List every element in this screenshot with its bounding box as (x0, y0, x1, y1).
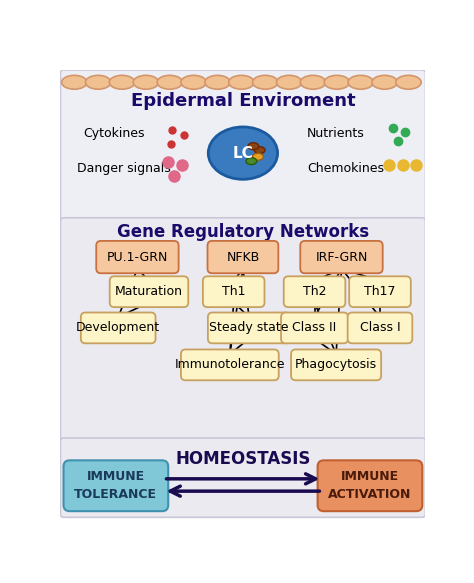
Ellipse shape (276, 75, 302, 89)
FancyBboxPatch shape (318, 461, 422, 511)
Text: Maturation: Maturation (115, 285, 183, 298)
FancyBboxPatch shape (61, 438, 425, 517)
Ellipse shape (301, 75, 326, 89)
Ellipse shape (208, 127, 278, 180)
Ellipse shape (248, 143, 259, 150)
FancyBboxPatch shape (208, 312, 290, 343)
FancyBboxPatch shape (347, 312, 412, 343)
Ellipse shape (324, 75, 349, 89)
FancyBboxPatch shape (181, 349, 279, 380)
Ellipse shape (348, 75, 374, 89)
Text: Class II: Class II (292, 321, 337, 335)
Text: IMMUNE
ACTIVATION: IMMUNE ACTIVATION (328, 470, 411, 501)
Ellipse shape (228, 75, 254, 89)
FancyBboxPatch shape (81, 312, 155, 343)
Text: Gene Regulatory Networks: Gene Regulatory Networks (117, 223, 369, 241)
FancyBboxPatch shape (64, 461, 168, 511)
Ellipse shape (133, 75, 159, 89)
Text: Immunotolerance: Immunotolerance (174, 359, 285, 371)
Ellipse shape (205, 75, 230, 89)
Ellipse shape (253, 153, 263, 160)
Text: HOMEOSTASIS: HOMEOSTASIS (175, 450, 310, 468)
Text: Nutrients: Nutrients (307, 127, 365, 141)
FancyBboxPatch shape (203, 276, 264, 307)
Text: Chemokines: Chemokines (307, 162, 384, 175)
Ellipse shape (254, 147, 265, 153)
FancyBboxPatch shape (349, 276, 411, 307)
Ellipse shape (396, 75, 421, 89)
FancyBboxPatch shape (284, 276, 346, 307)
FancyBboxPatch shape (281, 312, 348, 343)
Ellipse shape (181, 75, 206, 89)
FancyBboxPatch shape (291, 349, 381, 380)
Text: Epidermal Enviroment: Epidermal Enviroment (131, 92, 355, 110)
Text: Danger signals: Danger signals (77, 162, 171, 175)
Ellipse shape (372, 75, 397, 89)
FancyBboxPatch shape (61, 70, 425, 222)
FancyBboxPatch shape (61, 218, 425, 441)
Text: LC: LC (233, 146, 253, 161)
Ellipse shape (253, 75, 278, 89)
Ellipse shape (109, 75, 135, 89)
FancyBboxPatch shape (208, 241, 278, 273)
Text: Phagocytosis: Phagocytosis (295, 359, 377, 371)
Text: IRF-GRN: IRF-GRN (315, 251, 368, 264)
Text: PU.1-GRN: PU.1-GRN (107, 251, 168, 264)
Text: Th17: Th17 (364, 285, 396, 298)
Text: Steady state: Steady state (210, 321, 289, 335)
Text: Class I: Class I (360, 321, 401, 335)
Text: Th2: Th2 (303, 285, 326, 298)
Text: Development: Development (76, 321, 160, 335)
Ellipse shape (157, 75, 182, 89)
Text: Cytokines: Cytokines (83, 127, 145, 141)
Ellipse shape (62, 75, 87, 89)
FancyBboxPatch shape (96, 241, 179, 273)
Text: IMMUNE
TOLERANCE: IMMUNE TOLERANCE (74, 470, 157, 501)
Ellipse shape (85, 75, 111, 89)
FancyBboxPatch shape (109, 276, 188, 307)
Ellipse shape (246, 157, 257, 164)
FancyBboxPatch shape (301, 241, 383, 273)
Text: NFKB: NFKB (226, 251, 260, 264)
Text: Th1: Th1 (222, 285, 246, 298)
